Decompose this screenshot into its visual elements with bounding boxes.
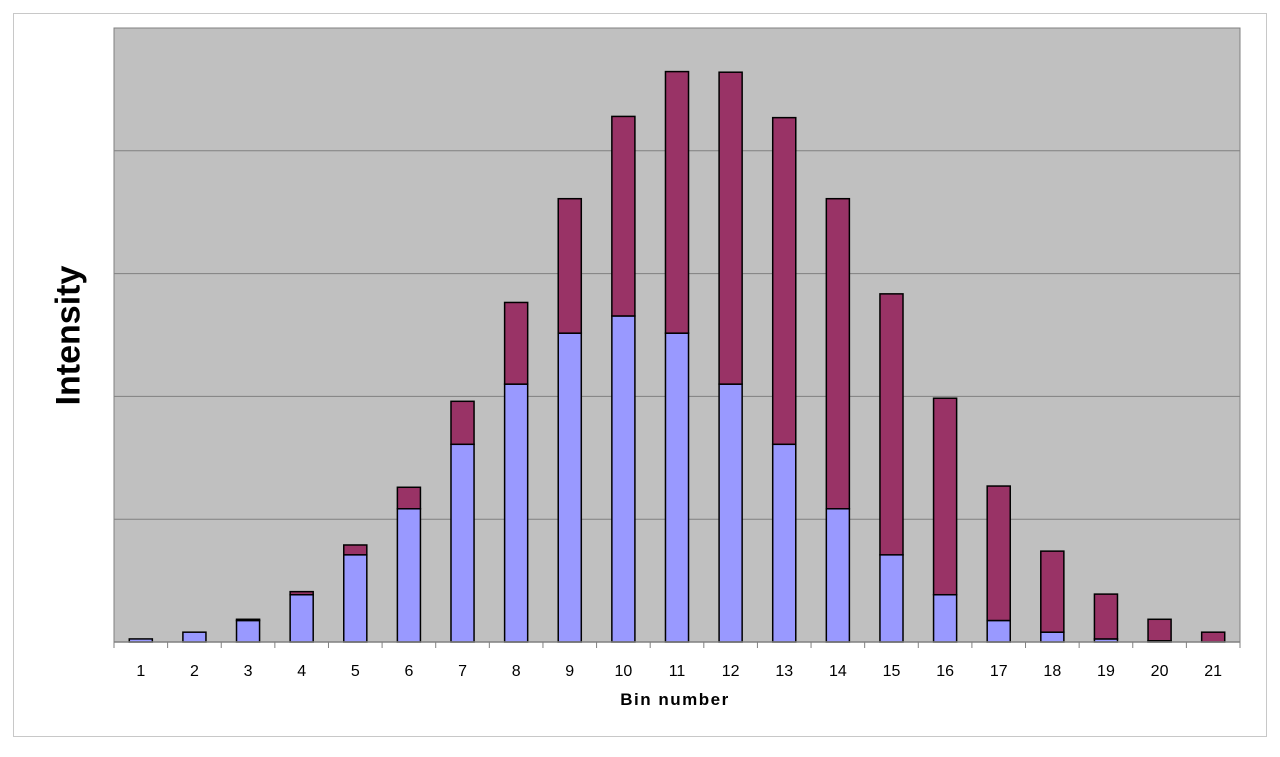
x-tick-label: 14 bbox=[829, 663, 847, 680]
bar-segment-1-bin-7 bbox=[450, 443, 475, 643]
bar-segment-1-bin-2 bbox=[182, 631, 207, 643]
bar-segment-1-bin-3 bbox=[235, 619, 261, 643]
x-tick-label: 5 bbox=[351, 663, 360, 680]
x-tick-label: 12 bbox=[722, 663, 740, 680]
bar-segment-2-bin-7 bbox=[450, 400, 475, 446]
y-axis-title-text: Intensity bbox=[49, 265, 88, 405]
bar-segment-2-bin-13 bbox=[771, 116, 797, 446]
x-tick-label: 16 bbox=[936, 663, 954, 680]
x-axis: 1 2 3 4 5 6 7 8 9 10 11 12 13 14 15 16 17 18 19 20 21 bbox=[113, 28, 1241, 680]
bar-segment-2-bin-16 bbox=[932, 397, 958, 596]
bar-segment-1-bin-13 bbox=[771, 443, 797, 643]
bar-segment-1-bin-15 bbox=[879, 554, 904, 643]
x-tick-label: 18 bbox=[1043, 663, 1061, 680]
bar-segment-2-bin-6 bbox=[396, 486, 422, 510]
bar-segment-1-bin-10 bbox=[611, 315, 636, 643]
bar-segment-2-bin-14 bbox=[825, 197, 851, 510]
x-tick-label: 2 bbox=[190, 663, 199, 680]
x-tick-label: 4 bbox=[297, 663, 306, 680]
bar-segment-1-bin-18 bbox=[1040, 631, 1065, 643]
bar-segment-2-bin-15 bbox=[879, 293, 904, 556]
bar-segment-2-bin-20 bbox=[1147, 618, 1172, 642]
bar-segment-2-bin-8 bbox=[503, 301, 529, 385]
bar-segment-2-bin-5 bbox=[343, 544, 368, 556]
x-axis-title: Bin number bbox=[620, 690, 730, 709]
bar-segment-2-bin-19 bbox=[1093, 593, 1119, 640]
bar-segment-1-bin-9 bbox=[557, 332, 583, 643]
x-tick-label: 20 bbox=[1151, 663, 1169, 680]
bar-segment-1-bin-6 bbox=[396, 508, 422, 643]
x-tick-label: 6 bbox=[404, 663, 413, 680]
bar-segment-1-bin-12 bbox=[718, 383, 743, 643]
x-tick-label: 21 bbox=[1204, 663, 1222, 680]
x-tick-label: 1 bbox=[136, 663, 145, 680]
bar-segment-1-bin-14 bbox=[825, 508, 851, 643]
x-tick-label: 13 bbox=[775, 663, 793, 680]
x-tick-label: 3 bbox=[244, 663, 253, 680]
bar-segment-2-bin-4 bbox=[289, 590, 314, 596]
bars bbox=[128, 70, 1226, 643]
x-tick-label: 11 bbox=[669, 663, 686, 680]
y-axis-title: Intensity bbox=[20, 197, 118, 473]
bar-segment-1-bin-16 bbox=[932, 593, 958, 643]
bar-segment-2-bin-18 bbox=[1040, 550, 1065, 633]
x-tick-label: 9 bbox=[565, 663, 574, 680]
bar-segment-2-bin-3 bbox=[235, 618, 261, 622]
bar-segment-2-bin-17 bbox=[986, 485, 1011, 622]
bar-segment-2-bin-11 bbox=[664, 70, 690, 334]
bar-segment-1-bin-5 bbox=[343, 554, 368, 643]
bar-segment-2-bin-9 bbox=[557, 197, 583, 334]
bar-segment-2-bin-21 bbox=[1200, 631, 1226, 643]
x-tick-label: 17 bbox=[990, 663, 1008, 680]
bar-segment-2-bin-10 bbox=[611, 115, 636, 317]
x-tick-label: 8 bbox=[512, 663, 521, 680]
x-tick-label: 7 bbox=[458, 663, 467, 680]
bar-segment-2-bin-12 bbox=[718, 71, 743, 385]
x-tick-label: 10 bbox=[614, 663, 632, 680]
bar-segment-1-bin-11 bbox=[664, 332, 690, 643]
bar-segment-1-bin-8 bbox=[503, 383, 529, 643]
bar-segment-1-bin-4 bbox=[289, 593, 314, 643]
x-tick-label: 15 bbox=[883, 663, 901, 680]
bar-segment-1-bin-17 bbox=[986, 619, 1011, 643]
x-tick-label: 19 bbox=[1097, 663, 1115, 680]
